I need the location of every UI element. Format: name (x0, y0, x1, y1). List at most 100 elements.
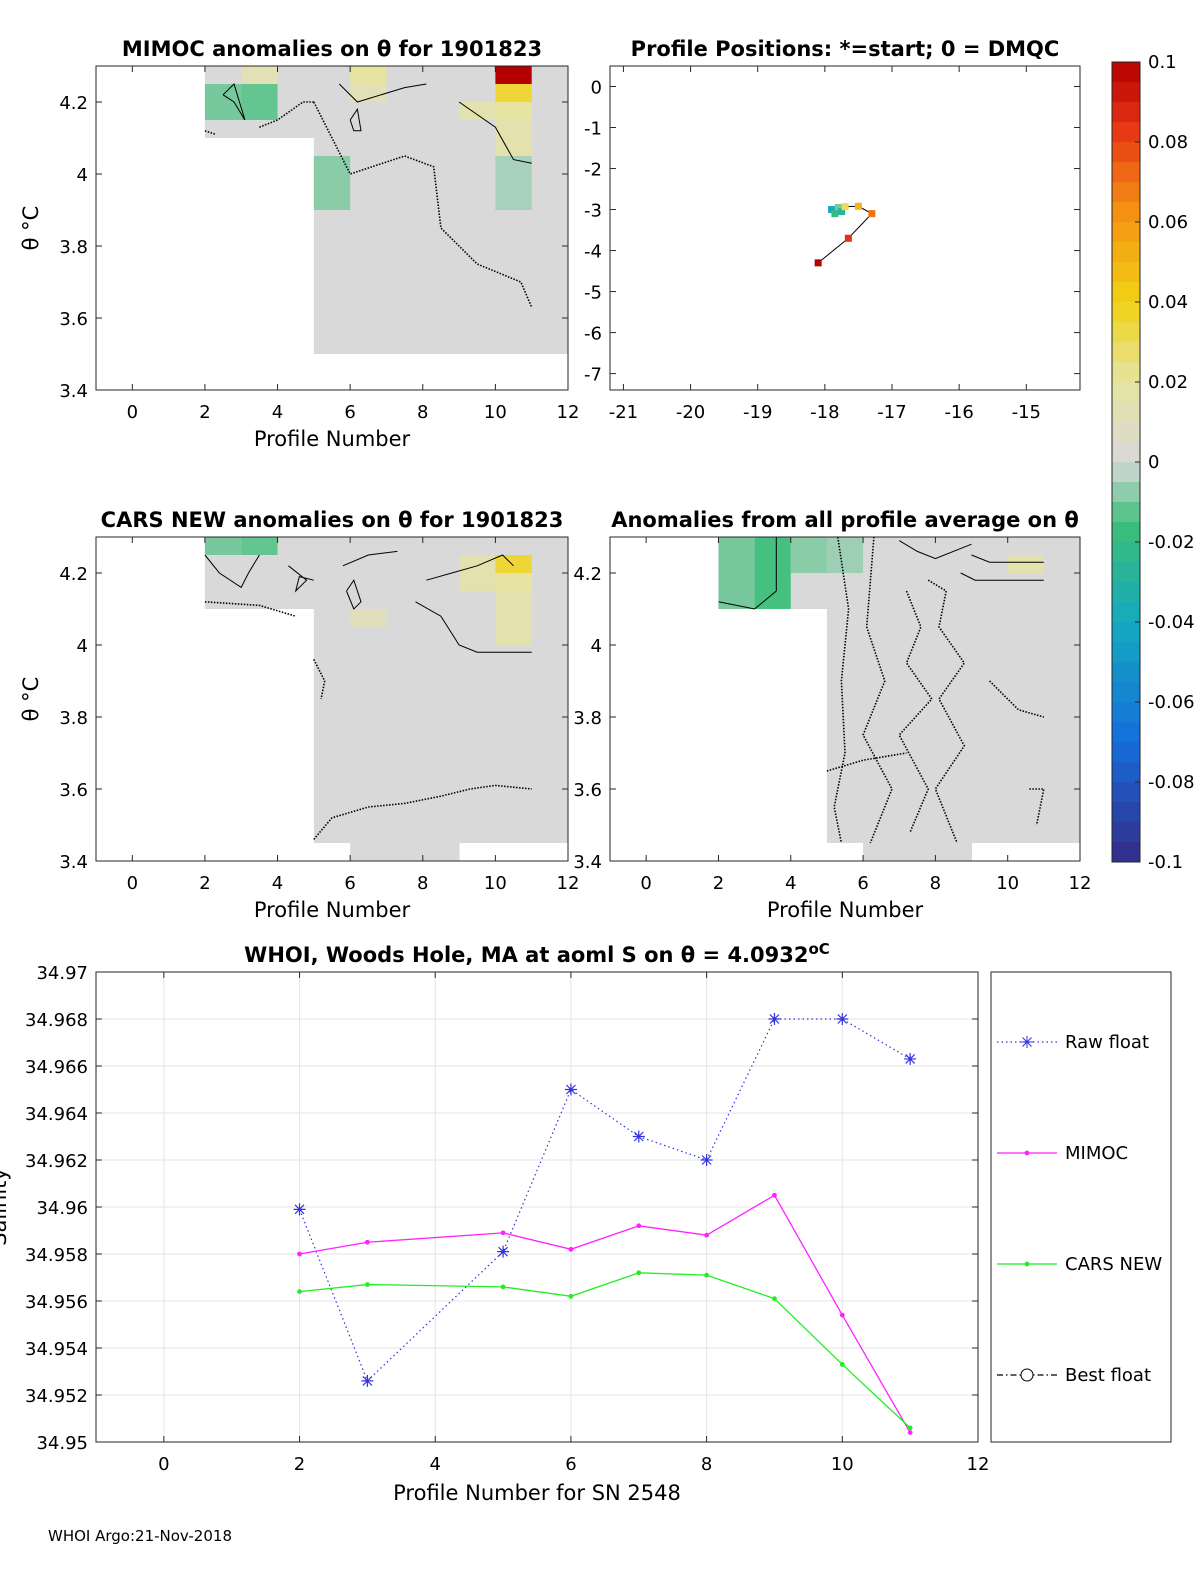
colorbar-segment (1112, 382, 1140, 403)
footer-credit: WHOI Argo:21-Nov-2018 (48, 1527, 232, 1545)
p-mimoc-xtick-label: 4 (272, 402, 283, 423)
legend-label: Best float (1065, 1365, 1151, 1386)
contour-line (204, 130, 217, 136)
colorbar-segment (1112, 202, 1140, 223)
pos-xtick-label: -17 (877, 402, 906, 423)
pos-xtick-label: -18 (810, 402, 839, 423)
heatmap-cell (1007, 555, 1044, 573)
legend-box (990, 971, 1172, 1443)
heatmap-cell (531, 537, 569, 843)
pos-ytick-label: -2 (584, 160, 602, 181)
heatmap-cell (313, 537, 351, 843)
x-axis-label: Profile Number (254, 898, 411, 922)
colorbar-tick-label: -0.02 (1148, 532, 1195, 553)
contour-line (989, 680, 1045, 718)
p-all-xtick-label: 2 (713, 873, 724, 894)
p-cars-xtick-label: 4 (272, 873, 283, 894)
colorbar-segment (1112, 222, 1140, 243)
colorbar-segment (1112, 682, 1140, 703)
x-axis-label: Profile Number (254, 427, 411, 451)
colorbar-tick-label: 0.02 (1148, 372, 1188, 393)
p-all-xtick-label: 8 (930, 873, 941, 894)
heatmap-cell (350, 84, 387, 102)
series-point (568, 1293, 574, 1299)
x-axis-label: Profile Number for SN 2548 (393, 1481, 681, 1505)
raw-float-point (904, 1052, 917, 1065)
colorbar-segment (1112, 422, 1140, 443)
contour-line (222, 83, 246, 121)
pos-xtick-label: -20 (676, 402, 705, 423)
sal-xtick-label: 10 (831, 1454, 854, 1475)
colorbar-tick-label: 0.04 (1148, 292, 1188, 313)
profile-position-marker (854, 202, 862, 210)
heatmap-cell (495, 555, 532, 573)
heatmap-cell (350, 66, 387, 84)
title-unit: oC (809, 940, 830, 958)
series-line-1 (299, 1194, 911, 1433)
heatmap-cell (495, 120, 532, 156)
p-mimoc-xtick-label: 8 (417, 402, 428, 423)
profile-position-marker (844, 234, 852, 242)
heatmap-cell (1007, 537, 1045, 843)
pos-ytick-label: -5 (584, 283, 602, 304)
contour-line (313, 659, 326, 700)
p-cars-xtick-label: 8 (417, 873, 428, 894)
heatmap-cell (863, 537, 900, 861)
pos-ytick-label: 0 (591, 78, 602, 99)
series-line-2 (299, 1272, 911, 1429)
p-cars-ytick-label: 4 (77, 636, 88, 657)
legend-marker (1020, 1368, 1034, 1382)
x-axis-label: Profile Number (767, 898, 924, 922)
p-cars-ytick-label: 3.8 (59, 708, 88, 729)
sal-xtick-label: 2 (294, 1454, 305, 1475)
p-cars-axes-box (95, 536, 569, 862)
heatmap-cell (277, 537, 315, 609)
colorbar-segment (1112, 322, 1140, 343)
contour-line (349, 107, 362, 132)
p-cars-xtick-label: 10 (484, 873, 507, 894)
heatmap-cell (495, 66, 532, 84)
contour-line (313, 784, 532, 840)
profile-position-marker (814, 259, 822, 267)
colorbar-segment (1112, 502, 1140, 523)
p-all-xtick-label: 0 (640, 873, 651, 894)
p-mimoc-ytick-label: 3.8 (59, 237, 88, 258)
series-line-0 (298, 1018, 911, 1382)
series-point (500, 1230, 506, 1236)
series-point (364, 1282, 370, 1287)
raw-float-point (836, 1013, 849, 1025)
heatmap-cell (935, 537, 973, 861)
sal-ytick-label: 34.962 (25, 1151, 88, 1172)
profile-position-marker (828, 206, 836, 214)
colorbar-segment (1112, 662, 1140, 683)
panel-title: Anomalies from all profile average on θ (611, 508, 1079, 532)
colorbar-segment (1112, 302, 1140, 323)
colorbar-segment (1112, 742, 1140, 763)
p-mimoc-axes-box (95, 65, 569, 391)
p-mimoc-ytick-label: 4 (77, 165, 88, 186)
colorbar-tick-label: -0.04 (1148, 612, 1195, 633)
pos-ytick-label: -4 (584, 242, 602, 263)
raw-float-point (700, 1154, 713, 1166)
p-all-ytick-label: 3.8 (573, 708, 602, 729)
sal-ytick-label: 34.956 (25, 1292, 88, 1313)
y-axis-label: Salinity (0, 1168, 11, 1246)
series-point (364, 1239, 370, 1245)
sal-ytick-label: 34.954 (25, 1339, 88, 1360)
profile-position-marker (838, 208, 846, 216)
contour-line (415, 601, 532, 653)
heatmap-cell (971, 537, 1009, 843)
p-all-xtick-label: 10 (996, 873, 1019, 894)
heatmap-cell (386, 66, 424, 354)
colorbar-tick-label: 0.1 (1148, 52, 1177, 73)
contour-line (346, 579, 362, 610)
sal-xtick-label: 0 (158, 1454, 169, 1475)
colorbar-segment (1112, 722, 1140, 743)
sal-ytick-label: 34.96 (36, 1198, 88, 1219)
salinity-line-panel: 0 2 4 6 8 10 12 34.95 34.952 34.954 34.956 34.958 34… (0, 940, 1172, 1505)
series-point (839, 1312, 845, 1318)
profile-position-marker (834, 203, 842, 211)
p-all-xtick-label: 6 (857, 873, 868, 894)
heatmap-cell (495, 102, 532, 120)
heatmap-cell (241, 66, 278, 84)
